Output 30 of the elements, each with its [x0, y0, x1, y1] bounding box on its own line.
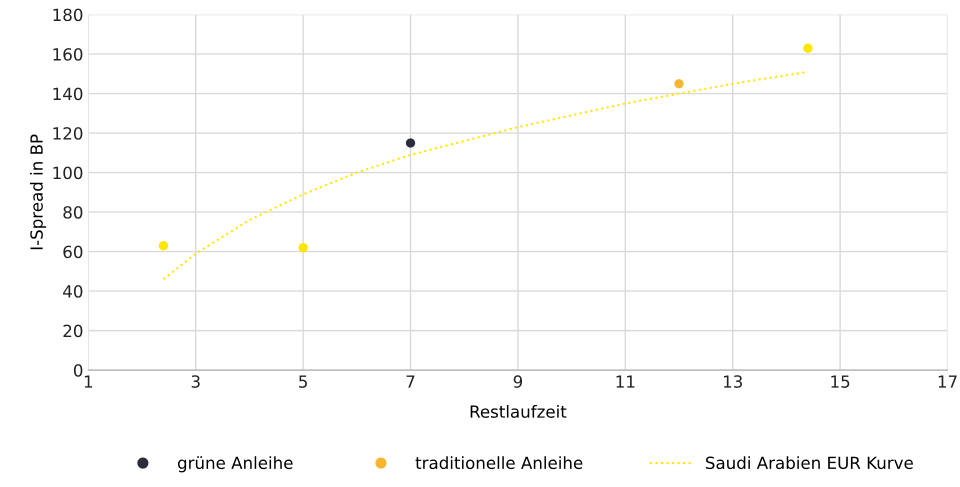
y-tick-label: 80 [63, 206, 82, 219]
x-tick-label: 3 [192, 375, 200, 388]
point [803, 44, 813, 53]
y-tick-label: 160 [53, 48, 82, 61]
x-tick-label: 1 [84, 375, 92, 388]
point [406, 138, 416, 148]
line-series [162, 70, 809, 280]
point [298, 243, 308, 252]
x-axis-title: Restlaufzeit [470, 405, 566, 418]
x-tick-label: 11 [616, 375, 634, 388]
x-tick-label: 17 [938, 375, 957, 388]
y-tick-label: 20 [63, 324, 82, 338]
y-tick-label: 180 [53, 8, 82, 22]
legend-label: traditionelle Anleihe [416, 456, 582, 470]
x-tick-label: 9 [514, 375, 522, 388]
point [674, 79, 684, 88]
y-tick-label: 40 [63, 285, 82, 298]
y-tick-label: 140 [53, 88, 82, 100]
y-tick-label: 0 [74, 364, 82, 377]
legend-label: Saudi Arabien EUR Kurve [706, 456, 913, 470]
x-tick-label: 15 [831, 375, 850, 388]
x-tick-label: 13 [724, 375, 742, 388]
legend-label: grüne Anleihe [178, 456, 293, 472]
x-tick-label: 7 [406, 375, 414, 388]
x-tick-label: 5 [299, 375, 307, 388]
y-tick-label: 60 [63, 246, 82, 258]
y-axis-title: I-Spread in BP [30, 134, 46, 250]
y-tick-label: 120 [53, 127, 82, 140]
point [158, 241, 168, 250]
y-tick-label: 100 [53, 166, 82, 180]
